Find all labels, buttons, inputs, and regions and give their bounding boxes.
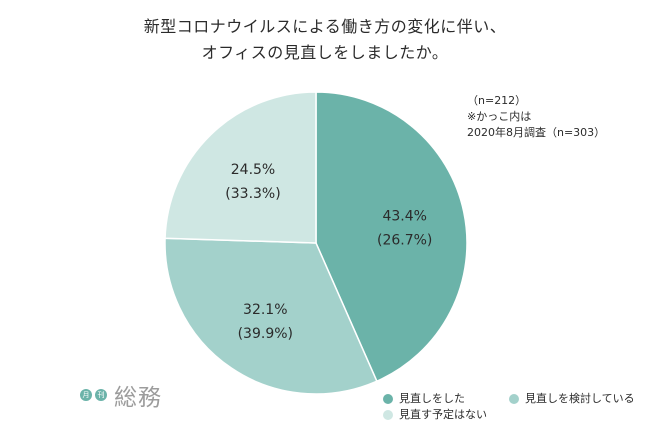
legend-label-did-review: 見直しをした [399, 392, 465, 405]
logo-badge-1: 月 [80, 389, 92, 401]
pie-slice-considering [164, 237, 378, 395]
legend-item-considering: 見直しを検討している [509, 392, 635, 406]
pie-slice-did-review [315, 91, 468, 383]
legend-swatch-did-review [383, 394, 393, 404]
publisher-logo: 月 刊 総務 [80, 382, 162, 411]
legend-swatch-considering [509, 394, 519, 404]
logo-wordmark: 総務 [114, 385, 162, 411]
pie-slice-no-plan [164, 91, 317, 244]
slice-previous-label-considering: (39.9%) [238, 326, 293, 342]
chart-title: 新型コロナウイルスによる働き方の変化に伴い、 オフィスの見直しをしましたか。 [0, 14, 650, 66]
chart-title-line-2: オフィスの見直しをしましたか。 [201, 43, 449, 62]
sample-note: （n=212） ※かっこ内は 2020年8月調査（n=303） [467, 93, 605, 141]
slice-previous-label-no-plan: (33.3%) [225, 186, 280, 202]
bracket-note: ※かっこ内は [467, 110, 532, 123]
slice-label-considering: 32.1% [243, 302, 287, 318]
slice-label-did-review: 43.4% [382, 208, 426, 224]
sample-size-note: （n=212） [467, 94, 527, 107]
legend-item-no-plan: 見直す予定はない [383, 408, 487, 422]
legend-swatch-no-plan [383, 410, 393, 420]
previous-survey-note: 2020年8月調査（n=303） [467, 126, 606, 139]
logo-badge-2: 刊 [95, 389, 107, 401]
legend-label-no-plan: 見直す予定はない [399, 408, 487, 421]
legend-label-considering: 見直しを検討している [525, 392, 635, 405]
slice-label-no-plan: 24.5% [231, 162, 275, 178]
slice-previous-label-did-review: (26.7%) [377, 232, 432, 248]
legend-item-did-review: 見直しをした [383, 392, 465, 406]
chart-title-line-1: 新型コロナウイルスによる働き方の変化に伴い、 [143, 17, 507, 36]
